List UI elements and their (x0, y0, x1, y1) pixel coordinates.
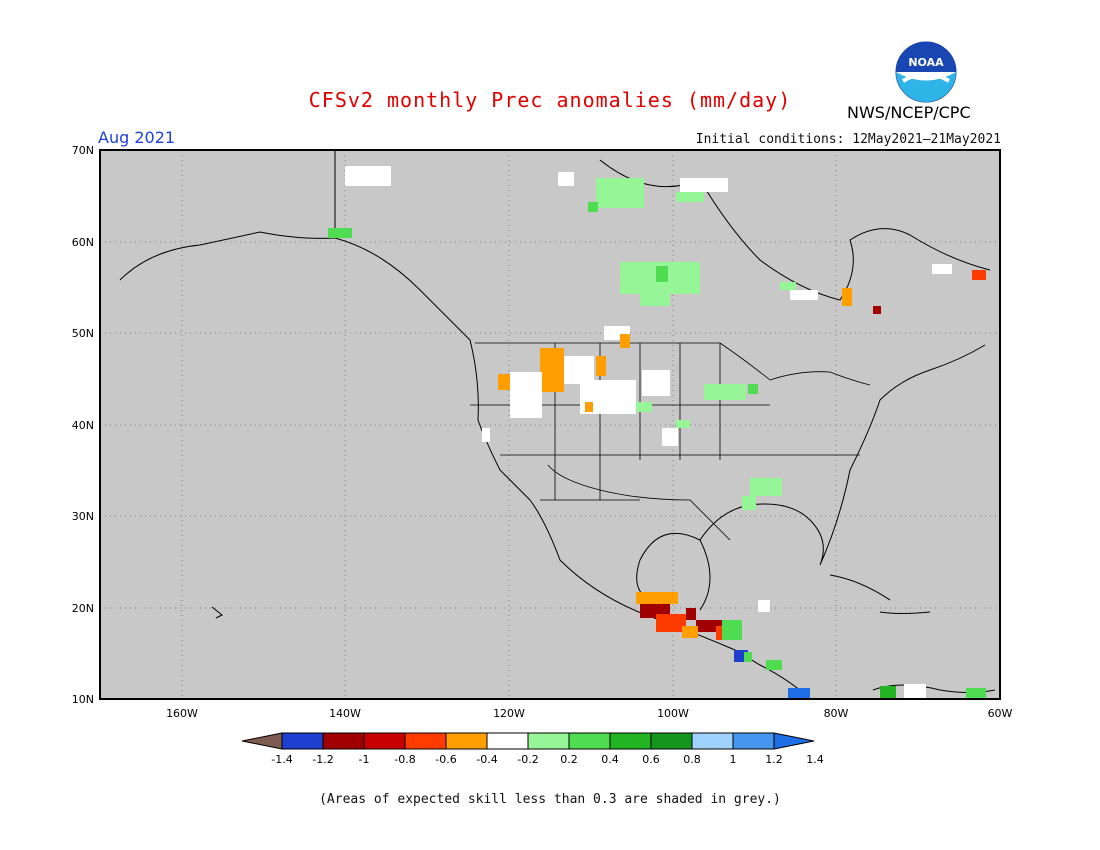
legend-swatch (363, 732, 406, 750)
lon-label: 80W (824, 707, 849, 720)
lat-label: 10N (72, 693, 94, 706)
lon-label: 160W (166, 707, 198, 720)
lat-label: 30N (72, 510, 94, 523)
legend-arrow-low (241, 732, 283, 750)
lon-label: 100W (657, 707, 689, 720)
legend-label: -1.4 (271, 753, 292, 766)
legend-label: -1 (359, 753, 370, 766)
noaa-logo: NOAA (895, 41, 957, 107)
graticule (100, 150, 1000, 699)
lon-label: 120W (493, 707, 525, 720)
map-frame (99, 149, 1001, 700)
forecast-period: Aug 2021 (98, 128, 176, 147)
legend-swatch (691, 732, 734, 750)
lat-label: 20N (72, 602, 94, 615)
color-legend: -1.4 -1.2 -1 -0.8 -0.6 -0.4 -0.2 0.2 0.4 0.6 0.8 1 1… (241, 732, 824, 766)
legend-swatch (732, 732, 775, 750)
legend-label: 0.8 (683, 753, 701, 766)
lon-label: 140W (329, 707, 361, 720)
legend-arrow-high (773, 732, 815, 750)
legend-swatch (322, 732, 365, 750)
legend-swatch (486, 732, 529, 750)
lat-label: 70N (72, 144, 94, 157)
legend-label: -0.8 (394, 753, 415, 766)
legend-label: -1.2 (312, 753, 333, 766)
legend-label: 0.2 (560, 753, 578, 766)
initial-conditions: Initial conditions: 12May2021–21May2021 (695, 132, 1001, 147)
organization-label: NWS/NCEP/CPC (847, 103, 971, 122)
legend-swatch (650, 732, 693, 750)
lat-label: 50N (72, 327, 94, 340)
legend-swatch (445, 732, 488, 750)
lat-label: 60N (72, 236, 94, 249)
legend-label: -0.4 (476, 753, 497, 766)
footnote: (Areas of expected skill less than 0.3 a… (319, 792, 781, 807)
svg-text:NOAA: NOAA (908, 56, 944, 69)
legend-label: 1 (730, 753, 737, 766)
lon-label: 60W (988, 707, 1013, 720)
longitude-labels: 160W 140W 120W 100W 80W 60W (166, 707, 1012, 720)
legend-swatch (527, 732, 570, 750)
legend-swatch (281, 732, 324, 750)
latitude-labels: 70N 60N 50N 40N 30N 20N 10N (72, 144, 94, 706)
legend-label: -0.6 (435, 753, 456, 766)
legend-swatch (568, 732, 611, 750)
legend-label: 1.4 (806, 753, 824, 766)
legend-label: 1.2 (765, 753, 783, 766)
legend-label: 0.4 (601, 753, 619, 766)
legend-swatch (404, 732, 447, 750)
legend-label: 0.6 (642, 753, 660, 766)
map-title: CFSv2 monthly Prec anomalies (mm/day) (308, 88, 792, 112)
anomaly-cells (328, 166, 986, 699)
legend-label: -0.2 (517, 753, 538, 766)
lat-label: 40N (72, 419, 94, 432)
legend-swatch (609, 732, 652, 750)
